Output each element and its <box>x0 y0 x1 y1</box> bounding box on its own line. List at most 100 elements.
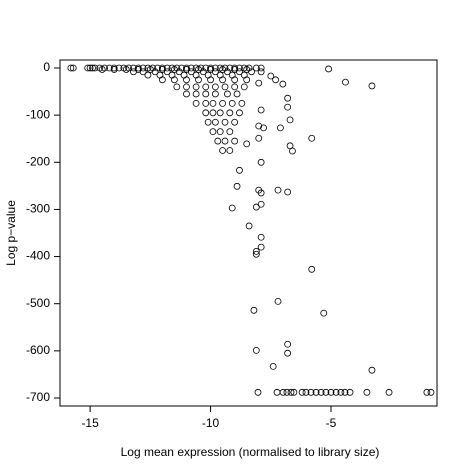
point <box>202 109 210 117</box>
y-tick-label: -600 <box>26 343 50 357</box>
point <box>346 388 354 396</box>
y-axis-label: Log p−value <box>4 200 18 266</box>
point <box>254 388 262 396</box>
point <box>255 122 263 130</box>
point <box>236 68 243 76</box>
point <box>221 118 229 126</box>
point <box>385 388 393 396</box>
point <box>290 388 298 396</box>
point <box>317 388 325 396</box>
point <box>273 388 281 396</box>
point <box>130 64 137 72</box>
point <box>151 68 159 76</box>
point <box>163 64 171 72</box>
point <box>231 83 239 91</box>
y-tick-label: -500 <box>26 296 50 310</box>
point <box>209 128 217 136</box>
point <box>202 99 210 107</box>
point <box>216 109 224 117</box>
point <box>226 128 234 136</box>
point <box>163 68 171 76</box>
point <box>219 147 227 154</box>
point <box>250 306 258 314</box>
point <box>209 109 217 117</box>
point <box>245 222 253 230</box>
point <box>284 349 292 357</box>
point <box>287 388 295 396</box>
point <box>363 388 371 396</box>
point <box>238 99 246 107</box>
point <box>257 106 265 114</box>
point <box>279 388 287 396</box>
point <box>226 64 234 72</box>
point <box>209 99 217 107</box>
point <box>202 83 210 91</box>
point <box>144 71 152 79</box>
point <box>236 64 243 72</box>
point <box>368 82 376 90</box>
point <box>211 64 219 72</box>
point <box>274 297 282 305</box>
point <box>84 64 92 72</box>
point <box>224 90 231 98</box>
point <box>269 363 277 370</box>
point <box>257 68 265 76</box>
point <box>257 243 265 251</box>
point <box>279 80 287 88</box>
point <box>199 68 207 76</box>
point <box>257 158 265 166</box>
point <box>322 388 330 396</box>
point <box>423 388 431 396</box>
point <box>243 76 251 84</box>
point <box>154 64 161 72</box>
point <box>257 233 265 241</box>
point <box>224 68 231 76</box>
point <box>221 83 229 91</box>
point <box>325 65 332 73</box>
point <box>98 66 106 73</box>
point <box>158 76 166 84</box>
point <box>171 76 178 84</box>
point <box>178 64 186 72</box>
point <box>302 388 310 396</box>
point <box>240 83 248 91</box>
point <box>115 64 123 72</box>
point <box>216 128 224 136</box>
x-tick-label: -5 <box>326 416 337 430</box>
point <box>252 64 260 72</box>
point <box>308 265 316 273</box>
point <box>252 247 260 255</box>
y-tick-label: 0 <box>43 60 50 74</box>
point <box>320 309 328 317</box>
point <box>272 76 280 84</box>
point <box>233 90 241 98</box>
point <box>284 340 292 348</box>
point <box>337 388 345 396</box>
point <box>427 388 435 396</box>
x-tick-label: -15 <box>81 416 99 430</box>
point <box>332 388 340 396</box>
point <box>226 147 234 154</box>
point <box>286 116 294 124</box>
point <box>187 68 195 76</box>
point <box>207 76 214 84</box>
point <box>214 137 222 145</box>
point <box>122 66 130 73</box>
y-tick-label: -100 <box>26 107 50 121</box>
point <box>192 99 200 107</box>
point <box>221 137 229 145</box>
point <box>211 90 219 98</box>
x-axis-label: Log mean expression (normalised to libra… <box>121 445 380 459</box>
point <box>192 90 200 98</box>
point <box>231 137 239 145</box>
point <box>243 140 251 148</box>
point <box>284 94 292 102</box>
plot-frame <box>59 59 438 407</box>
point <box>195 76 202 84</box>
y-tick-label: -400 <box>26 249 50 263</box>
point <box>236 109 243 117</box>
point <box>307 388 315 396</box>
point <box>284 103 292 111</box>
point <box>312 388 320 396</box>
